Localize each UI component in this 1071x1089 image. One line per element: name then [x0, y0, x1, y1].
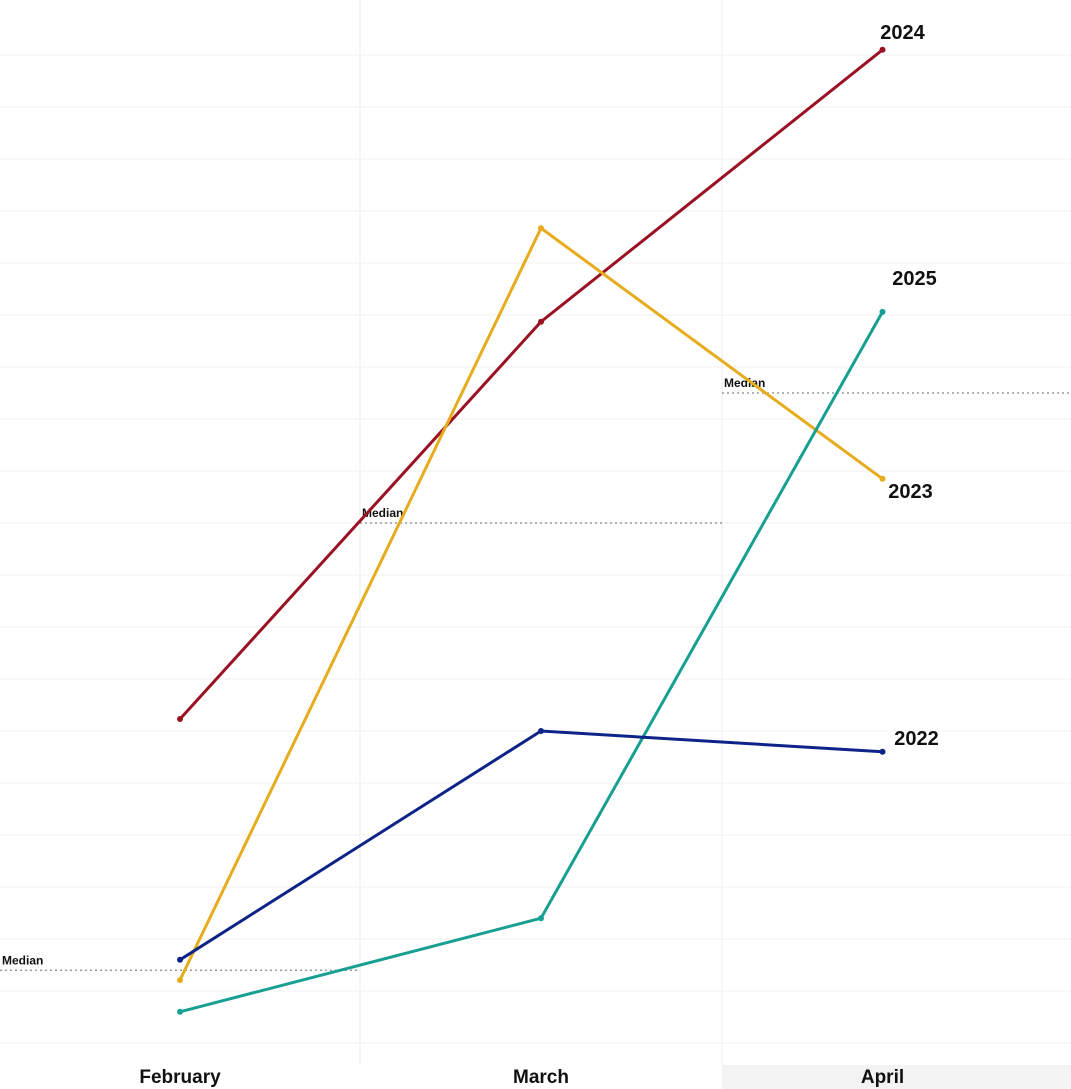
point — [879, 748, 886, 755]
median-label: Median — [362, 506, 403, 520]
series-line — [179, 311, 884, 1014]
median-label: Median — [2, 953, 43, 967]
point — [538, 225, 544, 232]
active-tab — [722, 1065, 1071, 1089]
x-tick-label: March — [513, 1067, 569, 1088]
point — [177, 956, 183, 963]
point — [177, 1008, 183, 1015]
series-label: 2023 — [888, 481, 933, 503]
series-label: 2024 — [880, 22, 925, 44]
x-tick-label: April — [861, 1067, 904, 1088]
point — [879, 308, 886, 315]
point — [538, 915, 544, 922]
point — [538, 728, 544, 734]
x-tick-label: February — [139, 1067, 221, 1088]
point — [177, 716, 183, 723]
point — [538, 318, 544, 325]
series-label: 2022 — [894, 728, 939, 750]
series-line — [179, 729, 883, 962]
point — [879, 475, 886, 482]
point — [879, 46, 886, 53]
series-line — [178, 48, 884, 721]
point — [177, 977, 183, 984]
series-label: 2025 — [892, 268, 937, 290]
